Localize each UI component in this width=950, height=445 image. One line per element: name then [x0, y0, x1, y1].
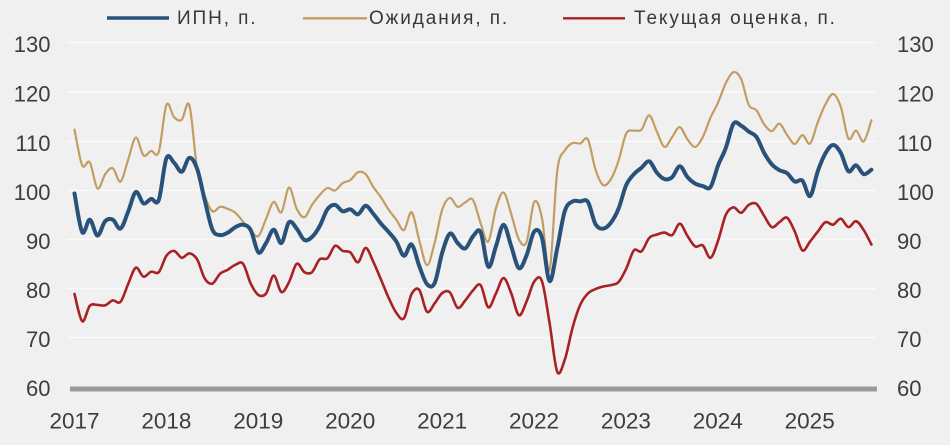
svg-text:2025: 2025 — [785, 409, 835, 434]
svg-text:70: 70 — [897, 327, 921, 352]
svg-text:2018: 2018 — [141, 409, 191, 434]
svg-text:120: 120 — [897, 82, 934, 107]
svg-text:100: 100 — [897, 180, 934, 205]
svg-text:110: 110 — [897, 131, 932, 156]
svg-text:100: 100 — [14, 180, 51, 205]
svg-text:130: 130 — [897, 32, 934, 57]
svg-text:2022: 2022 — [509, 409, 559, 434]
svg-text:2021: 2021 — [417, 409, 467, 434]
svg-text:110: 110 — [15, 131, 50, 156]
svg-text:2024: 2024 — [693, 409, 743, 434]
svg-text:80: 80 — [897, 278, 921, 303]
svg-text:Текущая оценка, п.: Текущая оценка, п. — [634, 8, 837, 29]
svg-text:80: 80 — [26, 278, 50, 303]
svg-text:2017: 2017 — [49, 409, 99, 434]
svg-text:120: 120 — [14, 82, 51, 107]
svg-text:60: 60 — [26, 376, 50, 401]
svg-text:ИПН, п.: ИПН, п. — [177, 8, 257, 29]
svg-text:2019: 2019 — [233, 409, 283, 434]
svg-text:90: 90 — [897, 229, 921, 254]
svg-text:60: 60 — [897, 376, 921, 401]
svg-text:Ожидания, п.: Ожидания, п. — [369, 8, 509, 29]
svg-text:90: 90 — [26, 229, 50, 254]
svg-text:2020: 2020 — [325, 409, 375, 434]
svg-text:2023: 2023 — [601, 409, 651, 434]
svg-text:70: 70 — [26, 327, 50, 352]
svg-text:130: 130 — [14, 32, 51, 57]
